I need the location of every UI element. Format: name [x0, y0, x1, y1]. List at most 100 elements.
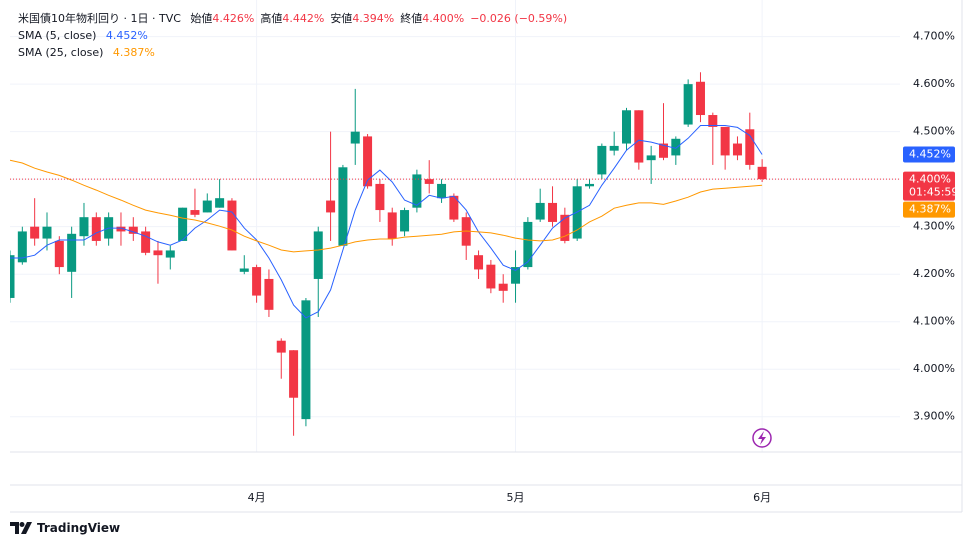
quote-change: −0.026 (−0.59%): [470, 12, 568, 25]
candle-body: [511, 267, 521, 284]
candle-body: [387, 212, 397, 239]
candle-body: [609, 145, 619, 151]
x-tick-label: 4月: [248, 491, 266, 504]
candle-body: [215, 198, 225, 208]
price-badge: [903, 171, 955, 201]
candle-body: [54, 240, 64, 268]
candle-body: [79, 217, 89, 237]
candle-body: [720, 126, 730, 156]
candle-body: [412, 174, 422, 208]
grid: [10, 0, 900, 452]
sma-badge: [903, 201, 955, 218]
candle-body: [535, 202, 545, 220]
candle-body: [523, 221, 533, 268]
candle-body: [548, 202, 558, 222]
indicator-legend[interactable]: SMA (5, close) 4.452%: [18, 27, 567, 44]
indicator-name: SMA (25, close): [18, 46, 104, 59]
candle-body: [276, 340, 286, 353]
candle-body: [289, 350, 299, 398]
price-badge-text: 4.400%: [909, 173, 951, 186]
quote-label: 高値: [260, 12, 283, 25]
y-tick-label: 4.500%: [913, 125, 955, 138]
candle-body: [190, 210, 200, 215]
candle-body: [424, 179, 434, 184]
candle-body: [375, 183, 385, 211]
quote-label: 始値: [190, 12, 213, 25]
sma-badge: [903, 146, 955, 163]
symbol-title[interactable]: 米国債10年物利回り · 1日 · TVC: [18, 12, 181, 25]
legend: 米国債10年物利回り · 1日 · TVC 始値4.426% 高値4.442% 安値…: [18, 10, 567, 61]
y-tick-label: 4.600%: [913, 77, 955, 90]
candle-body: [141, 231, 151, 253]
candle-body: [671, 138, 681, 156]
candle-body: [745, 129, 755, 165]
candle-body: [116, 226, 126, 232]
quote-row: 米国債10年物利回り · 1日 · TVC 始値4.426% 高値4.442% 安値…: [18, 10, 567, 27]
indicator-name: SMA (5, close): [18, 29, 97, 42]
candle-body: [634, 110, 644, 163]
plot: [10, 72, 900, 436]
sma-line: [10, 125, 763, 319]
candle-body: [732, 143, 742, 156]
candle-body: [437, 183, 447, 199]
y-tick-label: 4.000%: [913, 362, 955, 375]
brand-name: TradingView: [37, 521, 121, 535]
candle-body: [474, 255, 484, 270]
candle-body: [252, 267, 262, 296]
candle-body: [42, 226, 52, 239]
candle-body: [350, 131, 360, 144]
candle-body: [400, 210, 410, 232]
quote-value: 4.400%: [422, 12, 465, 25]
candle-body: [708, 115, 718, 127]
alert-icon[interactable]: [752, 428, 772, 448]
candle-body: [227, 200, 237, 251]
quote-label: 終値: [400, 12, 423, 25]
candle-body: [486, 264, 496, 289]
x-tick-label: 5月: [507, 491, 525, 504]
indicator-value: 4.387%: [112, 46, 155, 59]
candle-body: [264, 278, 274, 310]
candle-body: [585, 183, 595, 187]
candle-body: [17, 231, 27, 263]
candle-body: [178, 207, 188, 241]
candle-body: [560, 214, 570, 241]
candle-body: [301, 300, 311, 420]
indicator-legend[interactable]: SMA (25, close) 4.387%: [18, 44, 567, 61]
candle-body: [757, 166, 767, 180]
candle-body: [10, 255, 15, 298]
quote-label: 安値: [330, 12, 353, 25]
candle-body: [498, 283, 508, 291]
y-tick-label: 4.200%: [913, 267, 955, 280]
candle-body: [338, 167, 348, 246]
y-tick-label: 4.700%: [913, 30, 955, 43]
candle-body: [622, 110, 631, 144]
candle-body: [30, 226, 40, 239]
candle-body: [165, 250, 175, 258]
sma-badge-text: 4.452%: [909, 147, 951, 160]
candle-body: [646, 155, 656, 161]
x-tick-label: 6月: [753, 491, 771, 504]
candle-body: [91, 217, 101, 241]
quote-value: 4.394%: [352, 12, 395, 25]
candle-body: [153, 250, 163, 256]
candle-body: [658, 143, 668, 158]
candle-body: [597, 145, 607, 175]
axes: 3.900% 4.000% 4.100% 4.200% 4.300% 4.400% 4.50…: [248, 30, 959, 504]
sma-line: [10, 159, 763, 253]
candle-body: [363, 136, 373, 187]
y-tick-label: 4.300%: [913, 220, 955, 233]
candle-body: [202, 200, 212, 213]
candle-body: [683, 84, 693, 125]
candle-body: [239, 268, 249, 272]
candle-body: [449, 195, 459, 220]
price-badge-text: 01:45:59: [909, 186, 958, 199]
indicator-value: 4.452%: [105, 29, 148, 42]
brand[interactable]: TradingView: [10, 521, 120, 535]
quote-value: 4.442%: [282, 12, 325, 25]
candle-body: [67, 233, 77, 272]
candle-body: [128, 226, 138, 234]
candle-body: [695, 81, 705, 116]
quote-value: 4.426%: [212, 12, 255, 25]
